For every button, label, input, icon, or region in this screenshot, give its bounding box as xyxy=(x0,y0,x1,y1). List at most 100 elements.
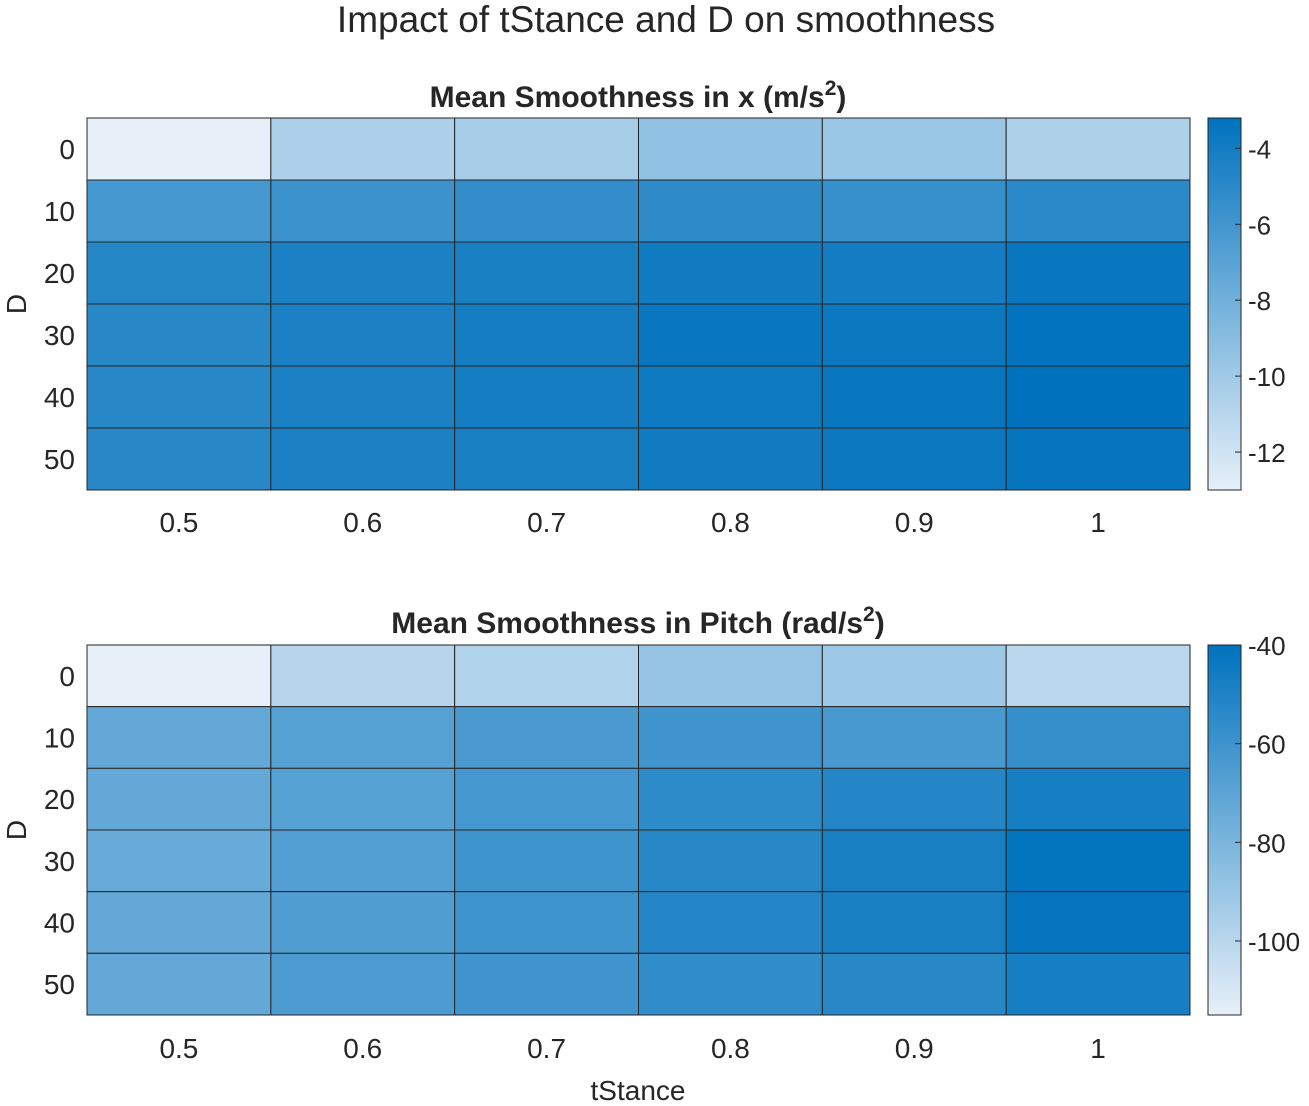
heatmap-cell xyxy=(86,427,272,491)
y-tick-label: 40 xyxy=(44,382,75,413)
heatmap-cell xyxy=(1005,241,1191,305)
heatmap-cell xyxy=(454,891,639,954)
y-tick-label: 10 xyxy=(44,723,75,754)
plot-frame xyxy=(86,117,1191,491)
heatmap-cell xyxy=(454,952,639,1016)
heatmap-cell xyxy=(1005,706,1191,769)
heatmap-cell xyxy=(821,117,1007,181)
heatmap-cell xyxy=(638,644,823,708)
heatmap-cell xyxy=(1005,891,1191,954)
heatmap-cell xyxy=(1005,767,1191,831)
heatmap-cells xyxy=(86,117,1191,491)
x-tick-label: 0.5 xyxy=(159,1033,198,1064)
heatmap-cell xyxy=(638,365,823,429)
heatmap-cell xyxy=(270,179,456,243)
x-tick-label: 0.9 xyxy=(895,507,934,538)
heatmap-cell xyxy=(454,427,639,491)
colorbar-tick-label: -80 xyxy=(1248,828,1286,858)
heatmap-cell xyxy=(1005,427,1191,491)
y-tick-labels: 0 10 20 30 40 50 xyxy=(44,134,75,475)
heatmap-cell xyxy=(638,767,823,831)
x-tick-label: 0.7 xyxy=(527,1033,566,1064)
heatmap-cell xyxy=(821,179,1007,243)
colorbar-tick-label: -10 xyxy=(1248,362,1286,392)
heatmap-cell xyxy=(86,952,272,1016)
y-tick-label: 0 xyxy=(59,134,75,165)
heatmap-cell xyxy=(821,891,1007,954)
heatmap-cell xyxy=(86,303,272,367)
y-tick-label: 40 xyxy=(44,908,75,939)
heatmap-cell xyxy=(821,365,1007,429)
heatmap-cell xyxy=(1005,644,1191,708)
colorbar-tick-label: -8 xyxy=(1248,286,1271,316)
x-tick-label: 0.8 xyxy=(711,1033,750,1064)
heatmap-cell xyxy=(638,303,823,367)
heatmap-cell xyxy=(270,241,456,305)
x-tick-label: 0.7 xyxy=(527,507,566,538)
heatmap-cell xyxy=(454,179,639,243)
heatmap-cell xyxy=(821,767,1007,831)
x-tick-label: 1 xyxy=(1090,1033,1106,1064)
heatmap-cell xyxy=(454,829,639,893)
heatmap-cell xyxy=(454,767,639,831)
x-tick-label: 0.5 xyxy=(159,507,198,538)
heatmap-cell xyxy=(270,706,456,769)
y-tick-label: 0 xyxy=(59,661,75,692)
heatmap-cell xyxy=(270,117,456,181)
heatmap-cell xyxy=(270,303,456,367)
heatmap-cell xyxy=(454,241,639,305)
heatmap-cell xyxy=(270,891,456,954)
colorbar-tick-label: -12 xyxy=(1248,438,1286,468)
heatmap-cell xyxy=(86,891,272,954)
heatmap-cell xyxy=(270,427,456,491)
heatmap-cell xyxy=(86,706,272,769)
heatmap-cell xyxy=(86,179,272,243)
y-axis-label: D xyxy=(1,294,32,314)
y-tick-label: 50 xyxy=(44,969,75,1000)
heatmap-cell xyxy=(638,179,823,243)
heatmap-cell xyxy=(1005,365,1191,429)
heatmap-cell xyxy=(1005,303,1191,367)
heatmap-cell xyxy=(454,365,639,429)
heatmap-cell xyxy=(1005,179,1191,243)
x-tick-label: 0.6 xyxy=(343,1033,382,1064)
y-tick-label: 10 xyxy=(44,196,75,227)
heatmap-cell xyxy=(454,303,639,367)
heatmap-cell xyxy=(638,241,823,305)
heatmap-cell xyxy=(821,644,1007,708)
heatmap-cell xyxy=(821,706,1007,769)
heatmap-cell xyxy=(638,829,823,893)
heatmap-cell xyxy=(454,706,639,769)
plot-frame xyxy=(86,644,1191,1016)
x-tick-labels: 0.5 0.6 0.7 0.8 0.9 1 xyxy=(159,1033,1105,1064)
colorbar: -12 -10 -8 -6 -4 xyxy=(1207,117,1286,491)
y-tick-label: 20 xyxy=(44,784,75,815)
y-axis-label: D xyxy=(1,820,32,840)
y-tick-label: 50 xyxy=(44,444,75,475)
y-tick-label: 20 xyxy=(44,258,75,289)
x-tick-label: 0.9 xyxy=(895,1033,934,1064)
heatmap-cell xyxy=(454,644,639,708)
y-tick-label: 30 xyxy=(44,846,75,877)
y-tick-label: 30 xyxy=(44,320,75,351)
x-tick-label: 0.6 xyxy=(343,507,382,538)
heatmap-cell xyxy=(86,365,272,429)
figure-title: Impact of tStance and D on smoothness xyxy=(337,0,995,40)
colorbar-tick-label: -60 xyxy=(1248,730,1286,760)
x-tick-labels: 0.5 0.6 0.7 0.8 0.9 1 xyxy=(159,507,1105,538)
colorbar-tick-label: -6 xyxy=(1248,210,1271,240)
heatmap-cell xyxy=(270,767,456,831)
colorbar-gradient xyxy=(1207,644,1242,1016)
heatmap-cell xyxy=(270,829,456,893)
colorbar-tick-label: -100 xyxy=(1248,927,1300,957)
heatmap-cell xyxy=(454,117,639,181)
heatmap-cell xyxy=(86,241,272,305)
heatmap-cell xyxy=(821,952,1007,1016)
heatmap-cell xyxy=(638,117,823,181)
colorbar-tick-label: -4 xyxy=(1248,134,1271,164)
colorbar-gradient xyxy=(1207,117,1242,491)
heatmap-cell xyxy=(638,706,823,769)
heatmap-cell xyxy=(821,241,1007,305)
heatmap-cell xyxy=(638,952,823,1016)
